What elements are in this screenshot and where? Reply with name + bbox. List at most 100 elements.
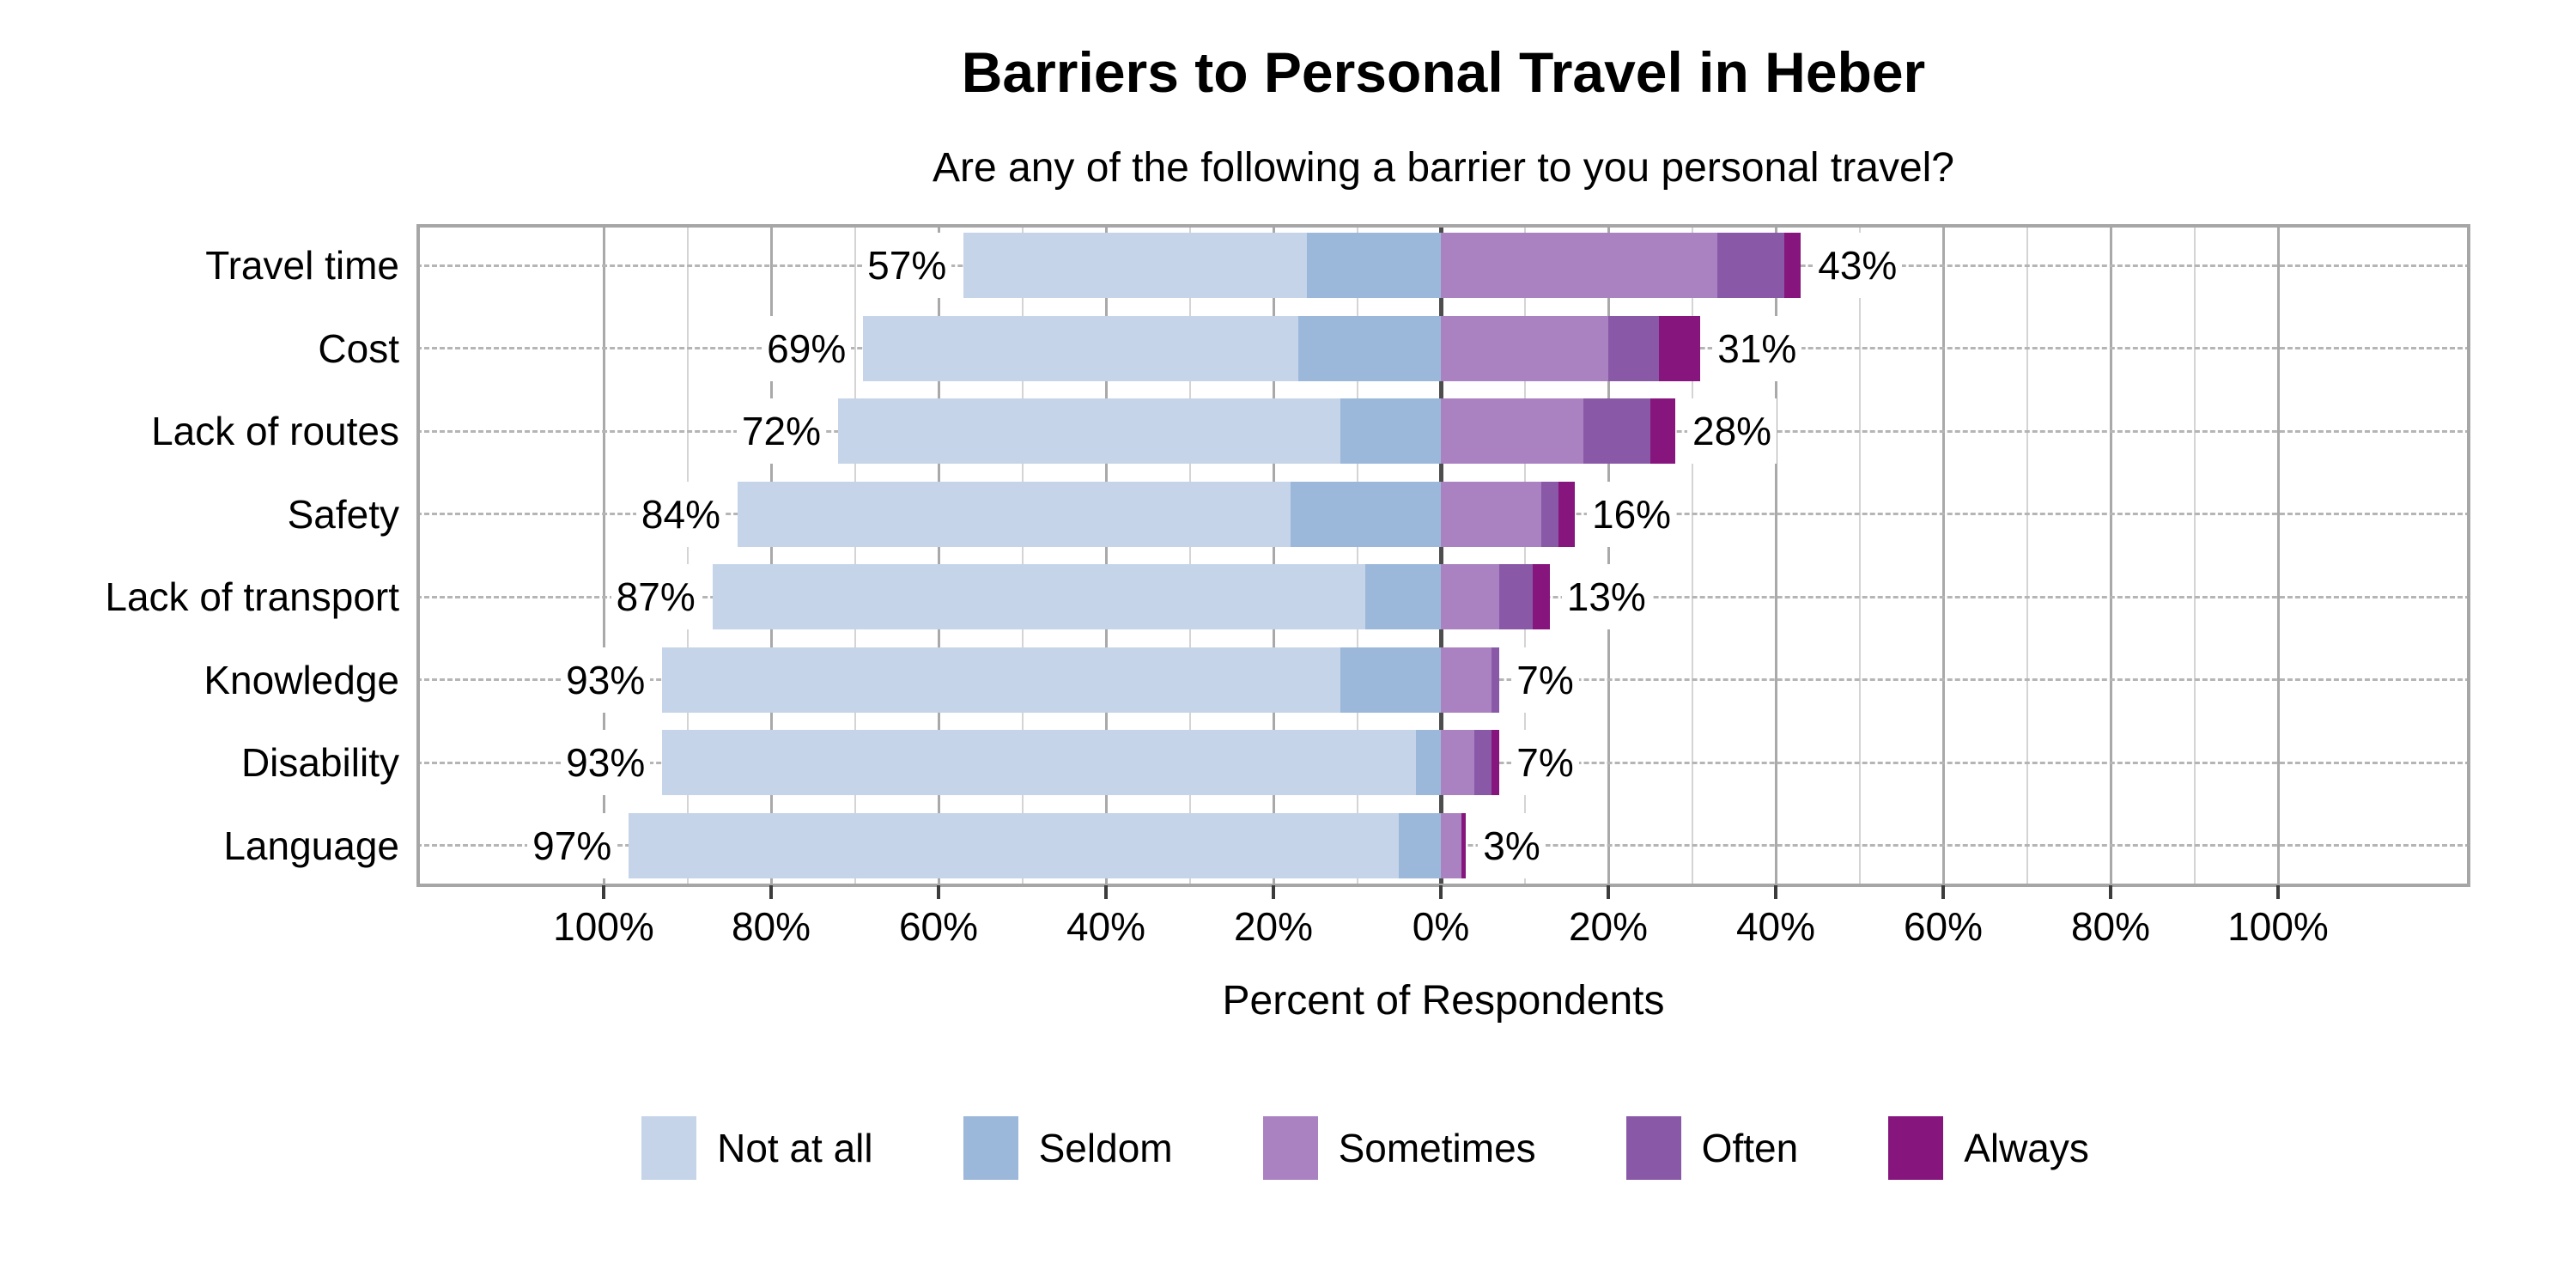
left-total-label: 97% [527, 812, 617, 878]
bar-segment-seldom [1399, 812, 1441, 878]
bar-segment-sometimes [1441, 233, 1717, 299]
bar-segment-always [1491, 730, 1500, 796]
bar-segment-not-at-all [629, 812, 1400, 878]
x-tick-label: 60% [1903, 904, 1984, 949]
chart-title: Barriers to Personal Travel in Heber [961, 40, 1926, 104]
gridline-major [1774, 224, 1777, 887]
bar-segment-sometimes [1441, 315, 1608, 381]
x-tick-label: 80% [731, 904, 811, 949]
bar-layer [416, 224, 2470, 887]
gridline-minor [1523, 224, 1526, 887]
legend-label: Seldom [1038, 1126, 1173, 1170]
x-tick [2109, 885, 2112, 899]
right-total-label: 7% [1511, 730, 1579, 796]
x-tick [1104, 885, 1108, 899]
gridline-major [2276, 224, 2280, 887]
bar-segment-sometimes [1441, 481, 1541, 547]
bar-segment-always [1783, 233, 1801, 299]
gridline-minor [686, 224, 689, 887]
legend: Not at all Seldom Sometimes Often Always [0, 1109, 2576, 1187]
legend-item: Often [1625, 1116, 1798, 1180]
bar-segment-always [1649, 398, 1675, 465]
x-tick [1774, 885, 1777, 899]
bar-segment-always [1461, 812, 1467, 878]
bar-segment-not-at-all [662, 730, 1416, 796]
bar-segment-sometimes [1441, 730, 1474, 796]
legend-item: Always [1888, 1116, 2089, 1180]
category-label: Disability [240, 740, 399, 786]
bar-segment-not-at-all [863, 315, 1299, 381]
bar-segment-often [1608, 315, 1659, 381]
category-label: Safety [287, 491, 399, 537]
x-tick-label: 100% [2227, 904, 2329, 949]
x-tick [1607, 885, 1610, 899]
left-total-label: 93% [561, 730, 651, 796]
gridline-minor [1188, 224, 1191, 887]
bar-segment-seldom [1340, 398, 1441, 465]
category-label: Cost [318, 325, 399, 371]
gridline-major [602, 224, 605, 887]
bar-segment-seldom [1415, 730, 1441, 796]
x-tick-label: 100% [553, 904, 654, 949]
bar-segment-sometimes [1441, 812, 1462, 878]
bar-segment-not-at-all [838, 398, 1340, 465]
bar-segment-often [1716, 233, 1784, 299]
bar-segment-often [1474, 730, 1492, 796]
bar-segment-always [1533, 564, 1550, 630]
left-total-label: 93% [561, 647, 651, 713]
plot-area: 57% 43% 69% 31% 72% 28% 84% 16% 87% 13% 93% 7% 93% 7%… [416, 224, 2470, 887]
gridline-minor [1356, 224, 1358, 887]
left-total-label: 72% [736, 398, 826, 465]
bar-segment-always [1658, 315, 1701, 381]
bar-segment-often [1541, 481, 1558, 547]
x-tick [1941, 885, 1945, 899]
left-total-label: 69% [762, 315, 852, 381]
right-total-label: 31% [1712, 315, 1802, 381]
bar-segment-seldom [1365, 564, 1441, 630]
right-total-label: 28% [1687, 398, 1777, 465]
gridline-minor [854, 224, 856, 887]
bar-segment-not-at-all [662, 647, 1340, 713]
bar-label-layer: 57% 43% 69% 31% 72% 28% 84% 16% 87% 13% 93% 7% 93% 7%… [416, 224, 2470, 887]
gridline-major [1941, 224, 1945, 887]
gridline-minor [1691, 224, 1693, 887]
x-tick-label: 60% [898, 904, 979, 949]
chart-subtitle: Are any of the following a barrier to yo… [933, 145, 1954, 191]
x-axis-title: Percent of Respondents [1222, 978, 1665, 1024]
x-tick [937, 885, 940, 899]
category-label: Knowledge [204, 657, 399, 702]
category-label: Language [223, 823, 399, 868]
bar-segment-sometimes [1441, 564, 1500, 630]
x-tick-label: 20% [1233, 904, 1314, 949]
gridline-minor [2193, 224, 2196, 887]
legend-label: Sometimes [1338, 1126, 1536, 1170]
x-tick [602, 885, 605, 899]
x-tick [769, 885, 773, 899]
legend-item: Not at all [641, 1116, 873, 1180]
left-total-label: 84% [635, 481, 726, 547]
gridline-minor [2026, 224, 2028, 887]
x-tick [1272, 885, 1275, 899]
gridline-major [1104, 224, 1108, 887]
gridline-major [1272, 224, 1275, 887]
x-tick [1439, 885, 1443, 899]
legend-swatch-always [1888, 1116, 1944, 1180]
legend-swatch-often [1625, 1116, 1681, 1180]
legend-label: Always [1964, 1126, 2089, 1170]
legend-label: Not at all [717, 1126, 873, 1170]
x-tick-label: 40% [1735, 904, 1816, 949]
gridline-major [937, 224, 940, 887]
category-label: Travel time [205, 243, 399, 289]
x-tick-label: 0% [1412, 904, 1470, 949]
right-total-label: 43% [1813, 233, 1903, 299]
right-total-label: 13% [1561, 564, 1651, 630]
bar-segment-sometimes [1441, 647, 1492, 713]
right-total-label: 16% [1587, 481, 1677, 547]
x-tick [2276, 885, 2280, 899]
bar-segment-not-at-all [963, 233, 1307, 299]
gridline-major [2109, 224, 2112, 887]
category-label: Lack of routes [151, 409, 399, 454]
gridline-minor [1021, 224, 1024, 887]
bar-segment-seldom [1290, 481, 1441, 547]
bar-segment-often [1583, 398, 1650, 465]
